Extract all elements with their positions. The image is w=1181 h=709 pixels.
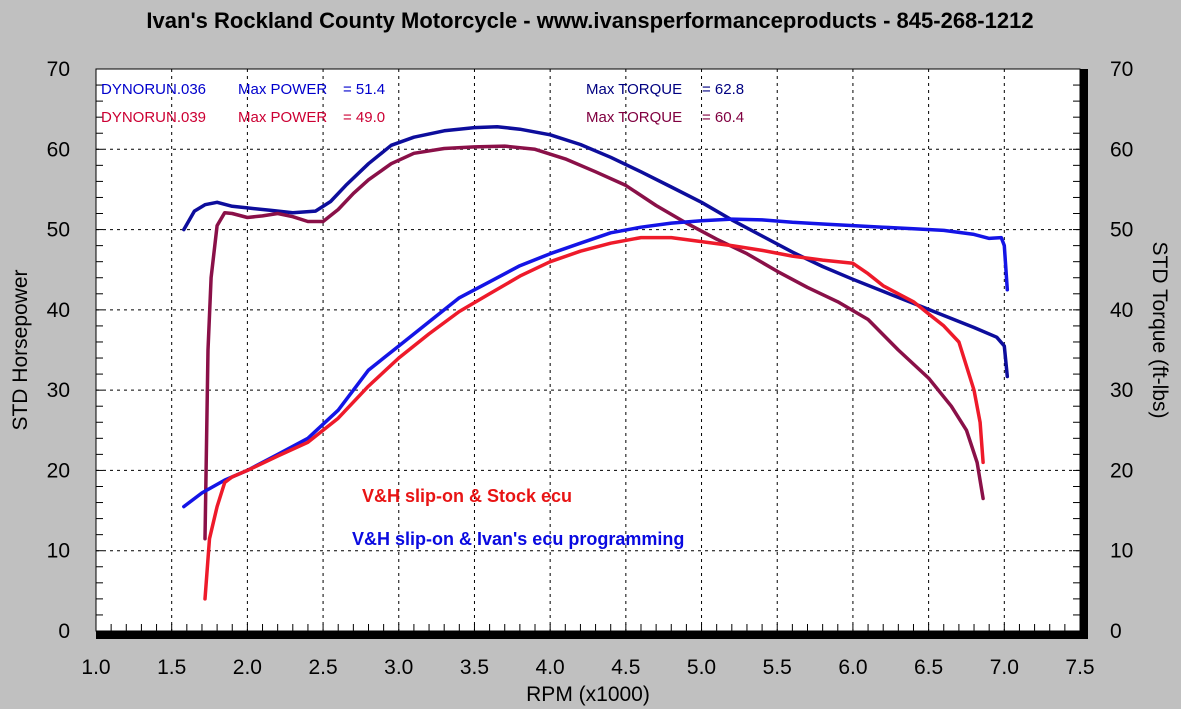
y-tick-label-right: 0 [1110, 620, 1122, 643]
x-axis-ticks: 1.0 1.5 2.0 2.5 3.0 3.5 4.0 4.5 5.0 5.5 6.0 6.5 7.0 7… [81, 656, 1094, 679]
y-tick-label-left: 0 [58, 620, 70, 643]
annotation-stock-ecu: V&H slip-on & Stock ecu [362, 486, 572, 506]
y-tick-label-left: 10 [47, 540, 70, 563]
run-039-name: DYNORUN.039 [101, 109, 206, 126]
run-036-torque-value: = 62.8 [702, 81, 744, 98]
y-axis-left-title: STD Horsepower [9, 269, 32, 430]
y-tick-label-right: 40 [1110, 299, 1133, 322]
y-tick-label-right: 30 [1110, 379, 1133, 402]
y-tick-label-right: 50 [1110, 219, 1133, 242]
grid-lines [96, 69, 1080, 631]
run-039-torque-label: Max TORQUE [586, 109, 682, 126]
y-tick-label-left: 40 [47, 299, 70, 322]
legend-run-039: DYNORUN.039 Max POWER = 49.0 Max TORQUE … [101, 109, 744, 126]
x-tick-label: 1.0 [81, 656, 110, 679]
x-tick-label: 1.5 [157, 656, 186, 679]
run-039-torque-value: = 60.4 [702, 109, 744, 126]
run-036-torque-label: Max TORQUE [586, 81, 682, 98]
y-tick-label-left: 70 [47, 58, 70, 81]
series-run039-torque [203, 144, 985, 541]
annotation-ivan-ecu: V&H slip-on & Ivan's ecu programming [352, 529, 684, 549]
x-tick-label: 6.5 [914, 656, 943, 679]
y-tick-label-right: 20 [1110, 459, 1133, 482]
y-tick-label-left: 30 [47, 379, 70, 402]
series-group [182, 125, 1010, 601]
y-tick-label-right: 70 [1110, 58, 1133, 81]
legend-run-036: DYNORUN.036 Max POWER = 51.4 Max TORQUE … [101, 81, 744, 98]
plot-right-border [1080, 69, 1088, 639]
minor-ticks [95, 68, 1081, 632]
y-tick-label-left: 50 [47, 219, 70, 242]
plot-area [95, 68, 1081, 632]
x-tick-label: 4.5 [611, 656, 640, 679]
plot-bottom-border [96, 631, 1088, 639]
run-036-name: DYNORUN.036 [101, 81, 206, 98]
y-tick-label-right: 10 [1110, 540, 1133, 563]
series-run036-power [182, 217, 1010, 509]
x-tick-label: 2.5 [308, 656, 337, 679]
y-tick-label-left: 20 [47, 459, 70, 482]
chart-title: Ivan's Rockland County Motorcycle - www.… [146, 8, 1033, 33]
x-tick-label: 6.0 [838, 656, 867, 679]
y-axis-left-ticks: 0 10 20 30 40 50 60 70 [47, 58, 70, 643]
y-tick-label-left: 60 [47, 138, 70, 161]
x-axis-title: RPM (x1000) [526, 683, 650, 706]
series-run036-torque [182, 125, 1010, 379]
x-tick-label: 4.0 [536, 656, 565, 679]
x-tick-label: 5.5 [763, 656, 792, 679]
run-039-power-value: = 49.0 [343, 109, 385, 126]
y-axis-right-ticks: 0 10 20 30 40 50 60 70 [1110, 58, 1133, 643]
run-036-power-value: = 51.4 [343, 81, 385, 98]
run-036-power-label: Max POWER [238, 81, 327, 98]
run-039-power-label: Max POWER [238, 109, 327, 126]
series-run039-power [203, 235, 985, 601]
x-tick-label: 3.5 [460, 656, 489, 679]
x-tick-label: 7.0 [990, 656, 1019, 679]
x-tick-label: 7.5 [1065, 656, 1094, 679]
x-tick-label: 3.0 [384, 656, 413, 679]
y-tick-label-right: 60 [1110, 138, 1133, 161]
x-tick-label: 2.0 [233, 656, 262, 679]
x-tick-label: 5.0 [687, 656, 716, 679]
y-axis-right-title: STD Torque (ft-lbs) [1148, 242, 1171, 419]
